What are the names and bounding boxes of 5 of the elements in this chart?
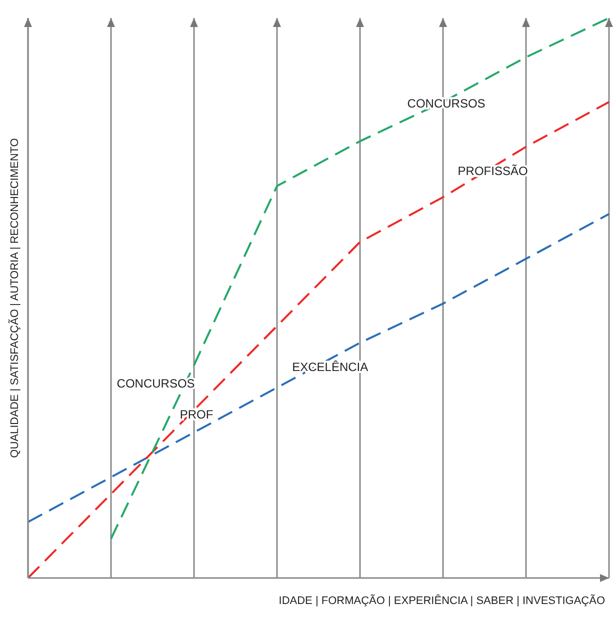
series-label: EXCELÊNCIA: [292, 360, 368, 374]
series-label: PROFISSÃO: [458, 164, 528, 178]
series-label: CONCURSOS: [407, 96, 486, 111]
y-axis-title: QUALIDADE | SATISFACÇÃO | AUTORIA | RECONHECIMENTO: [8, 138, 21, 458]
x-axis-title: IDADE | FORMAÇÃO | EXPERIÊNCIA | SABER | INVESTIGAÇÃO: [278, 594, 606, 607]
